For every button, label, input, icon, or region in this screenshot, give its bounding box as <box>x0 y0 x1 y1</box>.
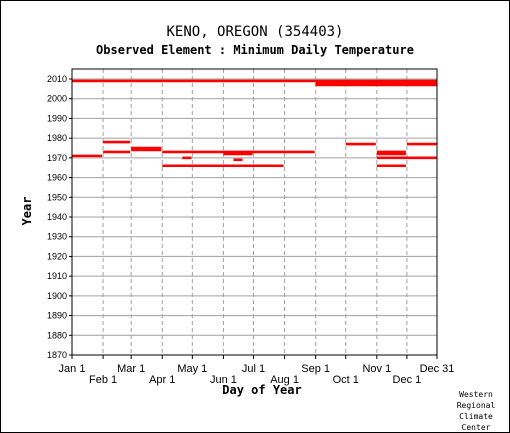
y-axis-title: Year <box>20 197 34 226</box>
y-tick-label: 2010 <box>47 74 67 84</box>
x-tick-label: Mar 1 <box>117 363 145 375</box>
x-tick-label: Aug 1 <box>270 374 299 386</box>
credit-line: Western <box>459 390 493 399</box>
y-tick-label: 2000 <box>47 94 67 104</box>
x-tick-label: Oct 1 <box>333 374 359 386</box>
x-tick-label: May 1 <box>177 363 207 375</box>
y-tick-label: 1960 <box>47 173 67 183</box>
credit-block: Western Regional Climate Center <box>452 389 500 433</box>
y-tick-label: 1970 <box>47 153 67 163</box>
credit-line: Regional <box>456 401 496 410</box>
x-tick-label: Jul 1 <box>242 363 265 375</box>
credit-line: Center <box>461 423 491 432</box>
y-tick-label: 1870 <box>47 350 67 360</box>
y-tick-label: 1910 <box>47 271 67 281</box>
x-tick-label: Feb 1 <box>89 374 117 386</box>
x-tick-label: Nov 1 <box>362 363 391 375</box>
y-tick-label: 1880 <box>47 330 67 340</box>
x-tick-label: Apr 1 <box>149 374 175 386</box>
x-tick-label: Jan 1 <box>59 363 86 375</box>
chart-subtitle: Observed Element : Minimum Daily Tempera… <box>96 43 414 57</box>
y-tick-label: 1990 <box>47 113 67 123</box>
x-tick-label: Jun 1 <box>210 374 237 386</box>
x-tick-label: Sep 1 <box>301 363 330 375</box>
y-tick-label: 1920 <box>47 251 67 261</box>
chart-title: KENO, OREGON (354403) <box>166 24 344 40</box>
plot-area-border <box>71 68 438 356</box>
y-tick-label: 1980 <box>47 133 67 143</box>
y-tick-label: 1900 <box>47 291 67 301</box>
x-tick-label: Dec 1 <box>393 374 422 386</box>
y-tick-label: 1940 <box>47 212 67 222</box>
y-tick-label: 1930 <box>47 232 67 242</box>
x-axis-title: Day of Year <box>222 383 301 397</box>
y-tick-label: 1890 <box>47 311 67 321</box>
y-tick-label: 1950 <box>47 192 67 202</box>
x-tick-label: Dec 31 <box>420 363 455 375</box>
credit-line: Climate <box>459 412 493 421</box>
